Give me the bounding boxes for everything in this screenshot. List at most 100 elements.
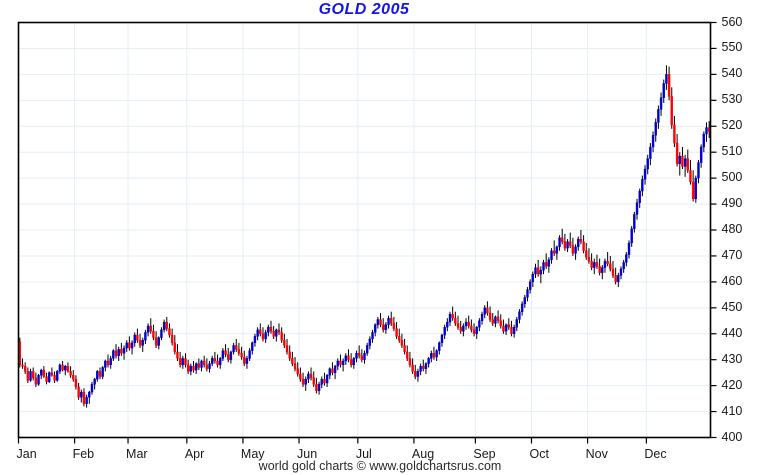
- ohlc-bar: [309, 367, 313, 381]
- ohlc-bar: [675, 134, 679, 167]
- ohlc-bar: [395, 322, 398, 339]
- ohlc-bar: [301, 372, 305, 387]
- ohlc-bar: [224, 344, 227, 358]
- ohlc-bar: [130, 340, 134, 355]
- ohlc-bar: [328, 367, 331, 380]
- ohlc-bar: [117, 346, 120, 361]
- ohlc-bar: [283, 333, 286, 349]
- ohlc-bar: [478, 318, 481, 332]
- ohlc-bar: [403, 338, 406, 355]
- ohlc-bar: [577, 236, 580, 251]
- ohlc-bar: [430, 350, 433, 363]
- ohlc-bar: [542, 259, 545, 275]
- ohlc-bar: [454, 311, 457, 326]
- ohlc-bar: [93, 377, 96, 390]
- ohlc-bar: [590, 253, 593, 271]
- ohlc-bar: [681, 147, 684, 170]
- ohlc-bar: [611, 261, 615, 278]
- ohlc-bar: [472, 323, 476, 337]
- ohlc-bar: [683, 154, 687, 177]
- ohlc-bar: [256, 327, 259, 341]
- ohlc-bar: [617, 272, 620, 288]
- ohlc-bar: [384, 322, 388, 334]
- ohlc-bar: [443, 324, 446, 339]
- ohlc-bar: [387, 315, 390, 329]
- ohlc-bar: [451, 306, 454, 321]
- ohlc-bar: [448, 311, 452, 326]
- ohlc-bar: [502, 319, 505, 334]
- ohlc-bar: [470, 319, 473, 333]
- ohlc-bar: [520, 301, 524, 316]
- ohlc-bar: [315, 377, 318, 394]
- ohlc-bar: [248, 348, 251, 361]
- ohlc-bar: [216, 354, 219, 368]
- ohlc-bar: [229, 350, 233, 364]
- ohlc-bar: [21, 358, 24, 369]
- ohlc-bar: [531, 271, 535, 288]
- ohlc-bar: [630, 226, 633, 247]
- ohlc-bar: [288, 345, 291, 361]
- ohlc-bar: [507, 318, 510, 330]
- ohlc-bar: [235, 338, 238, 352]
- ohlc-bar: [165, 316, 168, 332]
- ohlc-bar: [697, 159, 700, 184]
- ohlc-bar: [88, 390, 91, 404]
- ohlc-bar: [536, 259, 540, 277]
- ohlc-bar: [499, 314, 502, 329]
- ohlc-bar: [595, 254, 599, 269]
- ohlc-bar: [173, 335, 177, 355]
- ohlc-bar: [657, 105, 660, 129]
- ohlc-bar: [579, 230, 583, 245]
- ohlc-bar: [312, 371, 315, 387]
- ohlc-bar: [125, 340, 128, 352]
- ohlc-bar: [440, 333, 444, 347]
- ohlc-bar: [186, 359, 190, 374]
- ohlc-bar: [673, 115, 676, 147]
- ohlc-bar: [491, 313, 494, 326]
- ohlc-bar: [120, 342, 123, 356]
- ohlc-bar: [569, 232, 572, 249]
- ohlc-bar: [643, 165, 647, 185]
- ohlc-bar: [528, 279, 532, 294]
- ohlc-bar: [510, 320, 513, 337]
- ohlc-bar: [104, 359, 107, 372]
- ohlc-bar: [371, 329, 374, 343]
- ohlc-bar: [483, 305, 486, 319]
- ohlc-bar: [467, 315, 470, 329]
- ohlc-bar: [619, 266, 623, 280]
- ohlc-bar: [649, 143, 652, 166]
- axis-ticks: [17, 21, 717, 444]
- ohlc-bar: [128, 336, 131, 351]
- ohlc-bar: [558, 235, 561, 251]
- ohlc-bar: [593, 258, 596, 275]
- ohlc-bar: [555, 245, 559, 260]
- ohlc-bar: [291, 351, 294, 367]
- ohlc-bar: [352, 357, 356, 369]
- ohlc-bar: [670, 87, 673, 129]
- ohlc-bar: [606, 252, 609, 267]
- ohlc-bar: [232, 342, 235, 355]
- ohlc-bar: [667, 66, 671, 101]
- ohlc-bar: [494, 315, 497, 328]
- ohlc-bar: [29, 368, 32, 382]
- ohlc-bar: [432, 346, 436, 360]
- ohlc-bar: [176, 344, 179, 361]
- ohlc-bar: [50, 367, 54, 377]
- ohlc-bar: [601, 265, 604, 280]
- ohlc-bar: [197, 358, 201, 371]
- ohlc-bar: [365, 342, 369, 356]
- ohlc-bar: [259, 323, 262, 337]
- ohlc-bar: [211, 355, 214, 367]
- ohlc-bar: [587, 248, 591, 264]
- ohlc-bar: [678, 152, 681, 176]
- ohlc-bar: [702, 131, 706, 153]
- ohlc-bar: [267, 324, 270, 337]
- ohlc-bar: [261, 327, 265, 342]
- ohlc-bar: [208, 360, 211, 373]
- ohlc-bar: [662, 79, 665, 103]
- ohlc-bar: [614, 267, 617, 285]
- ohlc-bar: [149, 318, 152, 334]
- ohlc-bar: [609, 255, 612, 272]
- ohlc-bar: [416, 368, 420, 382]
- ohlc-bar: [480, 311, 484, 325]
